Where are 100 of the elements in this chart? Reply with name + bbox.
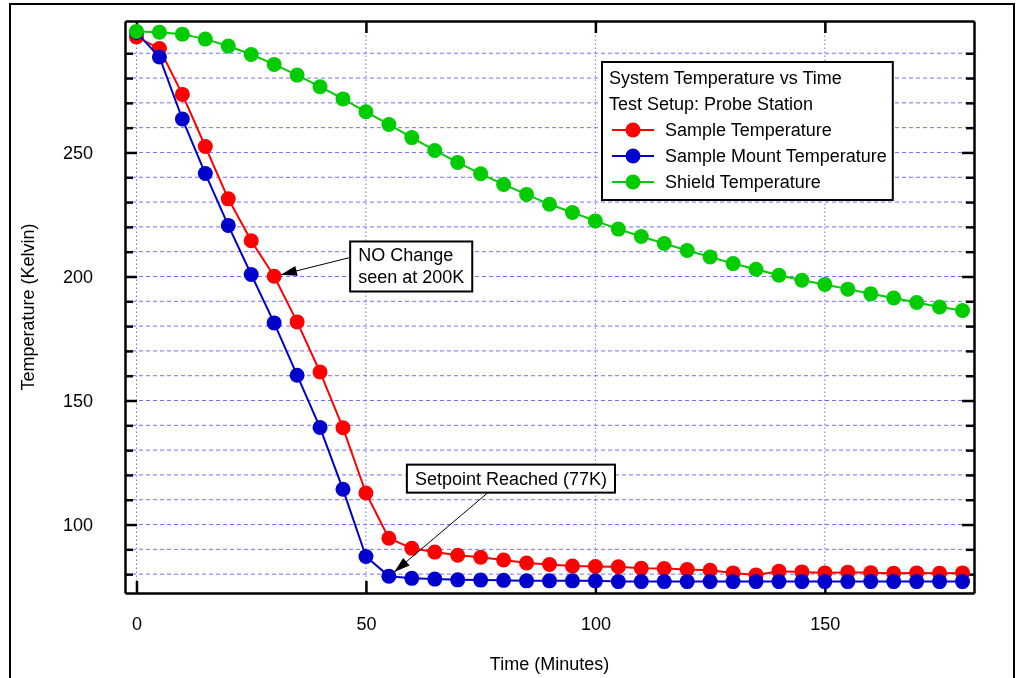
point	[679, 242, 695, 258]
point	[220, 38, 236, 54]
legend-label: Sample Temperature	[665, 120, 832, 140]
point	[587, 213, 603, 229]
point	[932, 299, 948, 315]
point	[220, 217, 236, 233]
y-tick-label: 200	[62, 266, 93, 287]
point	[610, 559, 626, 575]
point	[151, 24, 167, 40]
point	[519, 186, 535, 202]
point	[587, 573, 603, 589]
point	[932, 574, 948, 590]
point	[863, 574, 879, 590]
legend-label: Shield Temperature	[665, 172, 821, 192]
x-tick-label: 150	[810, 613, 841, 634]
point	[266, 56, 282, 72]
point	[863, 286, 879, 302]
point	[610, 574, 626, 590]
legend-label: Sample Mount Temperature	[665, 146, 887, 166]
point	[496, 176, 512, 192]
point	[381, 568, 397, 584]
point	[519, 573, 535, 589]
point	[633, 560, 649, 576]
point	[197, 139, 213, 154]
x-tick-label: 100	[580, 613, 611, 634]
point	[473, 166, 489, 182]
point	[679, 574, 695, 590]
point	[955, 574, 971, 590]
point	[381, 116, 397, 132]
point	[587, 558, 603, 574]
point	[519, 555, 535, 571]
point	[220, 191, 236, 207]
point	[335, 91, 351, 107]
point	[496, 572, 512, 588]
point	[404, 570, 420, 586]
point	[243, 47, 259, 62]
point	[771, 574, 787, 590]
point	[610, 221, 626, 237]
annotation: NO Change seen at 200K	[358, 245, 465, 288]
x-tick-label: 50	[356, 613, 377, 634]
point	[564, 558, 580, 574]
point	[266, 268, 282, 284]
point	[473, 549, 489, 565]
point	[243, 233, 259, 249]
point	[174, 26, 190, 42]
point	[656, 560, 672, 576]
point	[840, 281, 856, 297]
point	[450, 154, 466, 170]
point	[243, 267, 259, 282]
point	[151, 49, 167, 65]
y-axis-title: Temperature (Kelvin)	[18, 223, 38, 391]
point	[955, 302, 971, 318]
point	[656, 574, 672, 590]
point	[335, 420, 351, 436]
point	[358, 549, 374, 565]
point	[473, 572, 489, 588]
point	[771, 267, 787, 283]
point	[266, 315, 282, 331]
point	[748, 261, 764, 277]
point	[450, 547, 466, 563]
point	[817, 574, 833, 590]
y-tick-label: 150	[62, 390, 93, 411]
y-tick-label: 250	[62, 142, 93, 163]
point	[542, 573, 557, 589]
point	[427, 571, 443, 587]
point	[427, 143, 443, 158]
point	[312, 420, 328, 436]
point	[564, 205, 580, 220]
point	[381, 530, 397, 546]
point	[404, 540, 420, 556]
point	[427, 544, 443, 560]
point	[542, 196, 557, 212]
point	[174, 86, 190, 102]
annotation: Setpoint Reached (77K)	[414, 468, 607, 489]
point	[289, 367, 305, 383]
point	[633, 574, 649, 590]
point	[174, 111, 190, 127]
point	[197, 31, 213, 47]
point	[564, 573, 580, 589]
point	[289, 314, 305, 330]
point	[358, 485, 374, 501]
point	[656, 236, 672, 251]
text: Test Setup: Probe Station	[609, 94, 814, 114]
y-tick-label: 100	[62, 514, 93, 535]
point	[197, 166, 213, 182]
point	[702, 574, 718, 590]
point	[312, 364, 328, 380]
x-tick-label: 0	[131, 613, 142, 634]
point	[450, 572, 466, 588]
point	[748, 574, 764, 590]
point	[840, 574, 856, 590]
point	[289, 67, 305, 83]
point	[794, 574, 810, 590]
point	[817, 276, 833, 292]
point	[794, 272, 810, 288]
point	[725, 574, 741, 590]
x-axis-title: Time (Minutes)	[489, 654, 610, 674]
point	[886, 574, 902, 590]
point	[496, 552, 512, 568]
point	[909, 574, 925, 590]
